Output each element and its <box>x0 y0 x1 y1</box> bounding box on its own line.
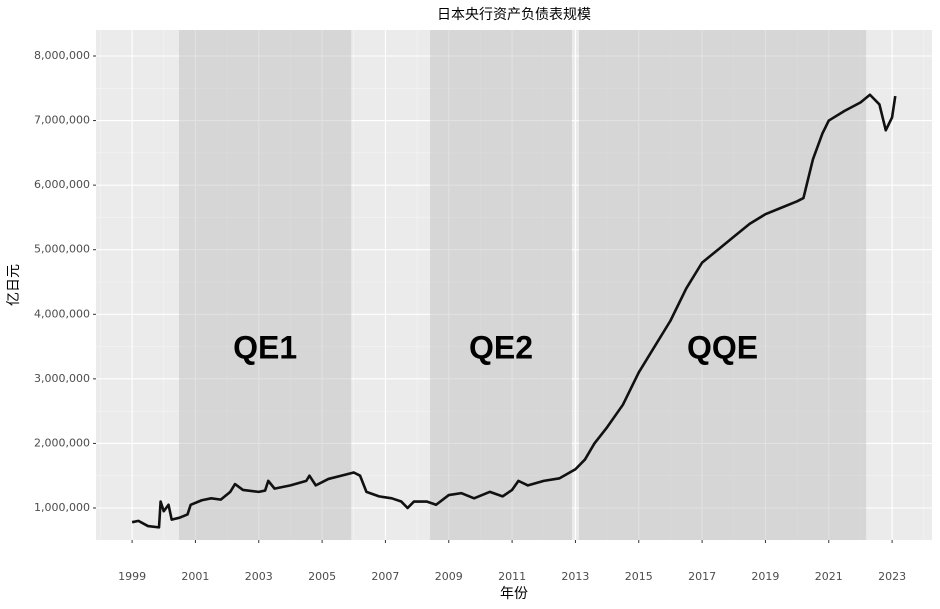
region <box>430 30 572 540</box>
y-tick-label: 4,000,000 <box>34 307 90 320</box>
y-tick-label: 1,000,000 <box>34 501 90 514</box>
y-tick-label: 3,000,000 <box>34 372 90 385</box>
region <box>178 30 352 540</box>
y-axis-title: 亿日元 <box>6 264 22 306</box>
y-tick-label: 8,000,000 <box>34 49 90 62</box>
panel <box>96 30 932 540</box>
y-tick-label: 7,000,000 <box>34 114 90 127</box>
y-tick-label: 6,000,000 <box>34 178 90 191</box>
x-tick-label: 2003 <box>245 570 273 583</box>
x-axis-title: 年份 <box>500 586 528 602</box>
x-tick-label: 2001 <box>181 570 209 583</box>
x-tick-label: 2021 <box>815 570 843 583</box>
x-tick-label: 2017 <box>688 570 716 583</box>
x-tick-label: 2009 <box>435 570 463 583</box>
region-label: QE2 <box>469 329 533 365</box>
x-tick-label: 1999 <box>118 570 146 583</box>
data-line <box>131 93 897 529</box>
region <box>578 30 867 540</box>
x-tick-label: 2013 <box>561 570 589 583</box>
region-label: QE1 <box>233 329 297 365</box>
x-tick-label: 2023 <box>878 570 906 583</box>
y-tick-label: 5,000,000 <box>34 243 90 256</box>
x-tick-label: 2015 <box>625 570 653 583</box>
region-label: QQE <box>687 329 758 365</box>
x-tick-label: 2005 <box>308 570 336 583</box>
x-tick-label: 2007 <box>371 570 399 583</box>
y-tick-label: 2,000,000 <box>34 436 90 449</box>
x-tick-label: 2019 <box>751 570 779 583</box>
x-tick-label: 2011 <box>498 570 526 583</box>
chart-title: 日本央行资产负债表规模 <box>437 7 591 23</box>
